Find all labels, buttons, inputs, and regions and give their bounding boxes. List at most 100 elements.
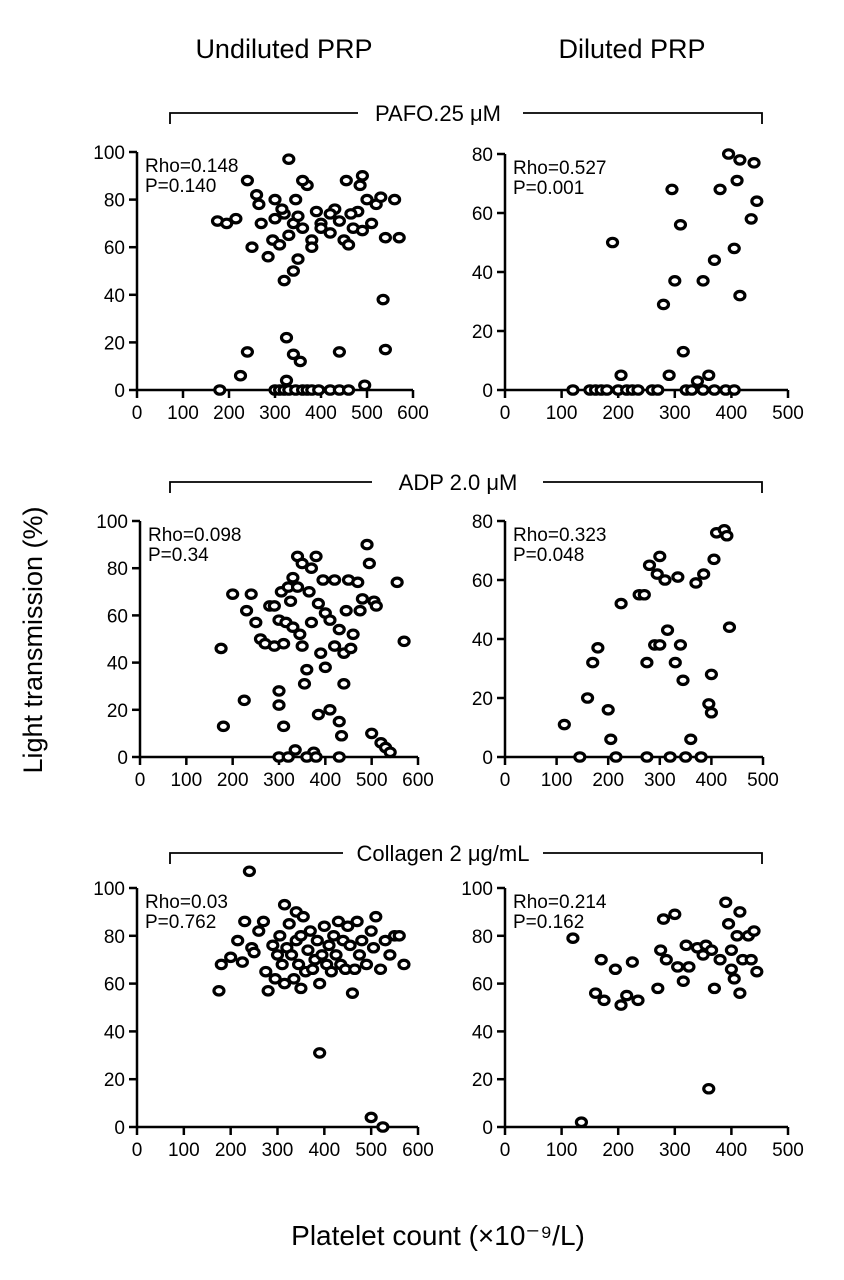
data-point	[313, 977, 327, 990]
data-point	[676, 345, 690, 358]
data-point	[332, 623, 346, 636]
data-point	[640, 751, 654, 763]
data-point	[707, 254, 722, 266]
data-point	[355, 170, 369, 182]
x-tick-label: 400	[696, 770, 728, 791]
data-point	[678, 751, 693, 763]
p-value: P=0.34	[148, 545, 209, 566]
x-tick-label: 100	[168, 1140, 200, 1161]
data-point	[240, 346, 254, 358]
x-tick-label: 0	[132, 403, 143, 424]
y-tick-label: 80	[104, 191, 125, 212]
data-point	[277, 274, 291, 287]
data-point	[360, 193, 374, 206]
data-point	[348, 963, 362, 976]
data-point	[721, 918, 736, 930]
data-point	[323, 227, 337, 239]
data-point	[376, 1121, 390, 1133]
data-point	[614, 369, 628, 382]
data-point	[727, 384, 741, 396]
data-point	[668, 275, 682, 287]
x-tick-label: 600	[402, 770, 434, 791]
x-tick-label: 500	[772, 403, 804, 424]
data-point	[273, 929, 287, 942]
data-point	[662, 369, 676, 382]
data-point	[586, 656, 600, 669]
data-point	[304, 616, 319, 629]
p-value: P=0.001	[513, 178, 584, 199]
group-header-collagen: Collagen 2 μg/mL	[169, 841, 763, 866]
data-point	[328, 574, 342, 586]
data-point	[682, 961, 696, 973]
data-point	[266, 939, 280, 952]
data-point	[224, 951, 238, 964]
x-tick-label: 600	[402, 1140, 434, 1161]
x-tick-label: 100	[167, 403, 199, 424]
group-bracket-right	[523, 112, 763, 124]
x-tick-label: 300	[263, 770, 295, 791]
data-point	[277, 898, 292, 911]
data-point	[216, 720, 230, 733]
rho-value: Rho=0.214	[513, 892, 607, 913]
data-point	[314, 222, 328, 234]
data-point	[290, 581, 305, 593]
data-point	[268, 193, 282, 206]
data-point	[259, 965, 273, 978]
data-point	[659, 953, 673, 966]
data-point	[332, 751, 346, 763]
data-point	[256, 915, 271, 928]
data-point	[296, 910, 310, 923]
data-point	[733, 289, 747, 302]
data-point	[238, 915, 252, 928]
data-point	[233, 369, 248, 382]
data-point	[316, 574, 330, 586]
data-point	[696, 275, 710, 287]
y-tick-label: 80	[472, 927, 493, 948]
scatter-panels: 0 100 200 300 400 500 600020406080100Rho=0.148…	[93, 143, 804, 1161]
y-tick-label: 40	[472, 630, 493, 651]
y-tick-label: 40	[472, 263, 493, 284]
data-point	[254, 217, 268, 230]
data-point	[707, 384, 722, 396]
data-point	[750, 195, 764, 207]
data-point	[650, 568, 664, 580]
data-point	[747, 925, 761, 937]
data-point	[279, 374, 294, 387]
data-point	[369, 910, 383, 923]
data-point	[390, 576, 404, 589]
x-tick-label: 300	[262, 1140, 294, 1161]
data-point	[383, 746, 397, 759]
rho-value: Rho=0.03	[145, 892, 228, 913]
x-tick-label: 500	[355, 1140, 387, 1161]
data-point	[339, 174, 353, 187]
data-point	[304, 562, 319, 574]
group-bracket-left	[169, 481, 372, 493]
data-point	[383, 949, 397, 961]
data-point	[214, 642, 228, 655]
data-point	[339, 604, 353, 617]
data-point	[350, 915, 364, 928]
group-header-pafo: PAFO.25 μM	[169, 101, 763, 126]
data-point	[713, 183, 727, 196]
y-tick-label: 60	[104, 238, 125, 259]
data-point	[245, 241, 259, 253]
x-tick-label: 300	[659, 403, 691, 424]
data-point	[332, 215, 346, 227]
data-point	[312, 384, 326, 396]
group-label-adp: ADP 2.0 μM	[399, 470, 518, 495]
data-point	[250, 189, 264, 201]
rho-value: Rho=0.098	[148, 525, 242, 546]
x-tick-label: 0	[135, 770, 146, 791]
data-point	[605, 236, 620, 249]
data-point	[300, 663, 314, 676]
y-tick-label: 80	[104, 927, 125, 948]
y-tick-label: 100	[461, 879, 493, 900]
rho-value: Rho=0.323	[513, 525, 607, 546]
y-tick-label: 60	[472, 975, 493, 996]
data-point	[653, 550, 667, 563]
data-point	[302, 585, 316, 598]
data-point	[376, 293, 390, 306]
data-point	[609, 751, 623, 763]
y-tick-label: 80	[472, 145, 493, 166]
y-tick-label: 0	[114, 1118, 125, 1139]
